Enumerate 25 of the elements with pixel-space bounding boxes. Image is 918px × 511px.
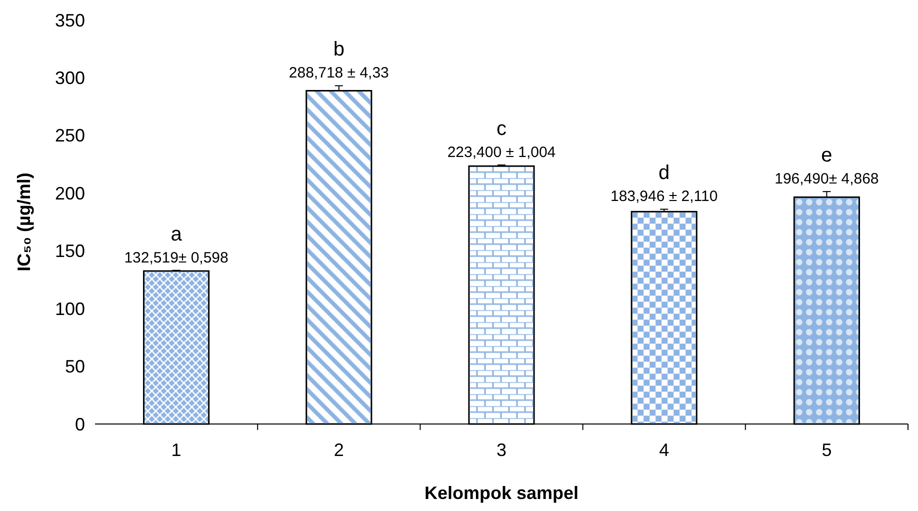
- data-label: 196,490± 4,868: [774, 170, 879, 188]
- y-tick-label: 300: [54, 68, 85, 88]
- data-label: 223,400 ± 1,004: [447, 144, 556, 161]
- y-tick-label: 350: [54, 10, 85, 30]
- data-label: 288,718 ± 4,33: [288, 64, 389, 82]
- annotation: b: [333, 38, 344, 61]
- x-axis-title: Kelompok sampel: [424, 483, 579, 503]
- y-axis-title: IC₅₀ (µg/ml): [14, 172, 34, 272]
- x-tick-label: 2: [334, 440, 344, 460]
- annotation: d: [658, 162, 670, 184]
- annotation: a: [170, 223, 183, 246]
- x-tick-label: 5: [822, 440, 832, 460]
- annotation: c: [496, 118, 506, 140]
- x-tick-label: 3: [496, 440, 507, 460]
- x-tick-label: 1: [171, 440, 182, 460]
- y-tick-label: 150: [54, 241, 85, 262]
- y-tick-label: 0: [74, 414, 85, 434]
- y-tick-label: 250: [54, 126, 85, 146]
- y-tick-label: 200: [54, 183, 85, 204]
- y-tick-label: 100: [54, 298, 85, 319]
- y-tick-label: 50: [64, 356, 85, 377]
- data-label: 132,519± 0,598: [124, 249, 228, 266]
- x-tick-label: 4: [659, 440, 670, 460]
- annotation: e: [821, 144, 832, 167]
- data-label: 183,946 ± 2,110: [610, 188, 718, 206]
